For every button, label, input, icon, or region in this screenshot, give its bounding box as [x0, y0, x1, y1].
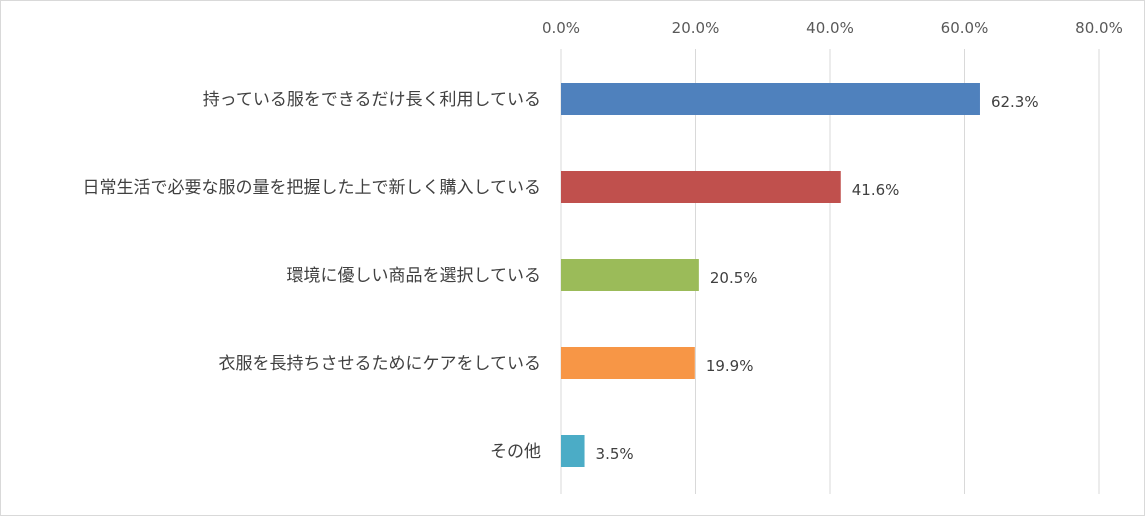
data-label: 62.3% [991, 93, 1039, 111]
category-label: その他 [490, 442, 541, 462]
x-tick-label: 0.0% [542, 19, 580, 37]
bar [561, 259, 699, 291]
data-label: 41.6% [852, 181, 900, 199]
bar [561, 171, 841, 203]
data-label: 19.9% [706, 357, 754, 375]
data-label: 20.5% [710, 269, 758, 287]
x-tick-label: 40.0% [806, 19, 854, 37]
category-label: 環境に優しい商品を選択している [287, 266, 542, 286]
category-label: 持っている服をできるだけ長く利用している [203, 90, 541, 110]
x-tick-label: 60.0% [941, 19, 989, 37]
bar [561, 83, 980, 115]
category-label: 衣服を長持ちさせるためにケアをしている [219, 354, 542, 374]
bar [561, 347, 695, 379]
x-tick-label: 80.0% [1075, 19, 1123, 37]
bar [561, 435, 585, 467]
x-tick-label: 20.0% [672, 19, 720, 37]
data-label: 3.5% [596, 445, 634, 463]
category-label: 日常生活で必要な服の量を把握した上で新しく購入している [83, 178, 542, 198]
